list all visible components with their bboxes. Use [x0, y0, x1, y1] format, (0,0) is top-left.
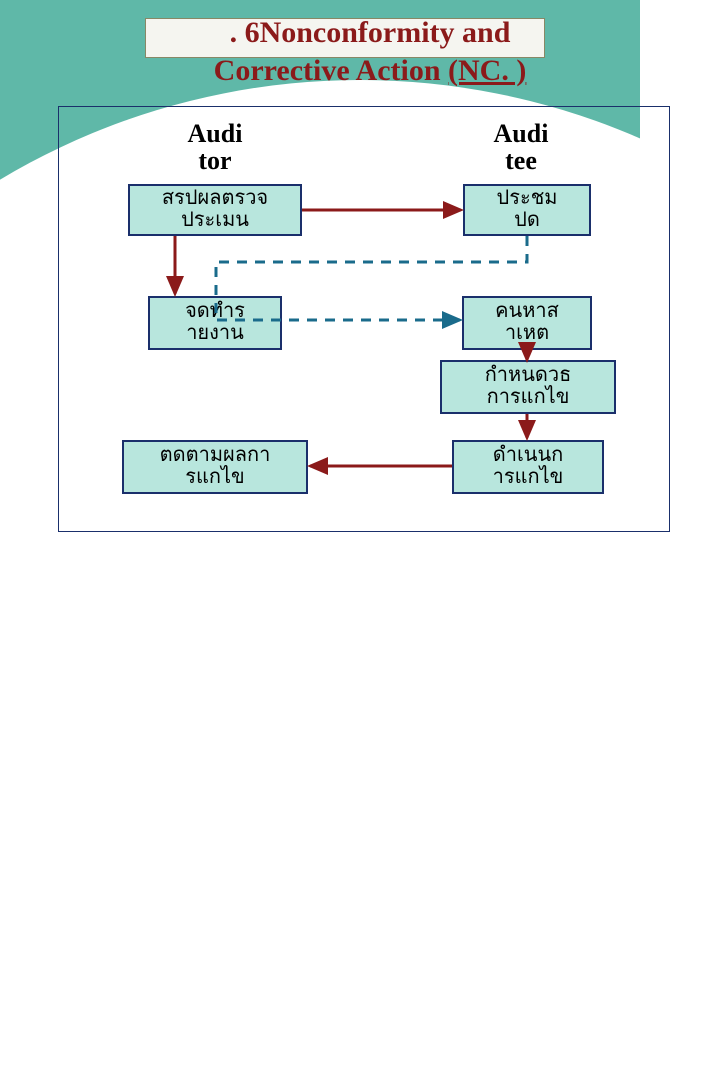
node-write-report: จดทำรายงาน	[148, 296, 282, 350]
column-header-auditee: Auditee	[474, 120, 568, 175]
node-label: ดำเนนการแกไข	[493, 445, 564, 488]
node-follow-up: ตดตามผลการแกไข	[122, 440, 308, 494]
column-header-auditor: Auditor	[168, 120, 262, 175]
node-closing-meeting: ประชมปด	[463, 184, 591, 236]
title-line2b: (NC. )	[448, 54, 526, 87]
column-header-auditee-label: Auditee	[494, 119, 549, 175]
title-line2a: Corrective Action	[214, 54, 448, 87]
node-take-action: ดำเนนการแกไข	[452, 440, 604, 494]
node-label: กำหนดวธการแกไข	[485, 365, 572, 408]
node-summarize-audit: สรปผลตรวจประเมน	[128, 184, 302, 236]
node-label: ประชมปด	[497, 188, 558, 231]
node-label: สรปผลตรวจประเมน	[162, 188, 268, 231]
page-title: . 6Nonconformity and Corrective Action (…	[90, 14, 650, 89]
node-define-correction: กำหนดวธการแกไข	[440, 360, 616, 414]
title-line1: . 6Nonconformity and	[230, 16, 511, 49]
column-header-auditor-label: Auditor	[188, 119, 243, 175]
node-label: คนหาสาเหต	[495, 301, 559, 344]
node-label: ตดตามผลการแกไข	[160, 445, 271, 488]
node-find-cause: คนหาสาเหต	[462, 296, 592, 350]
node-label: จดทำรายงาน	[185, 301, 245, 344]
